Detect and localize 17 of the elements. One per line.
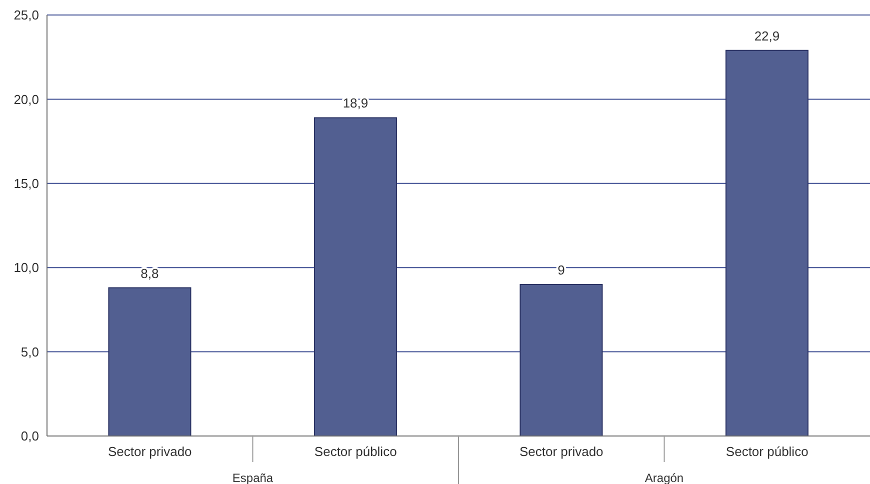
bar	[725, 50, 808, 436]
x-tick-label: Sector público	[314, 444, 397, 459]
data-label: 22,9	[754, 28, 780, 44]
y-tick-label: 20,0	[14, 92, 39, 107]
bar	[108, 287, 192, 436]
y-tick-label: 0,0	[20, 428, 39, 444]
bar	[520, 284, 603, 436]
data-label: 18,9	[342, 96, 368, 111]
y-tick-label: 10,0	[14, 260, 39, 276]
x-tick-label: Sector privado	[519, 444, 604, 459]
y-tick-label: 5,0	[20, 344, 39, 360]
data-label: 8,8	[140, 266, 159, 281]
y-tick-label: 25,0	[14, 8, 39, 23]
x-tick-label: Sector público	[726, 444, 808, 459]
bar	[314, 117, 397, 436]
y-tick-label: 15,0	[14, 176, 39, 192]
x-tick-label: Sector privado	[108, 444, 192, 459]
